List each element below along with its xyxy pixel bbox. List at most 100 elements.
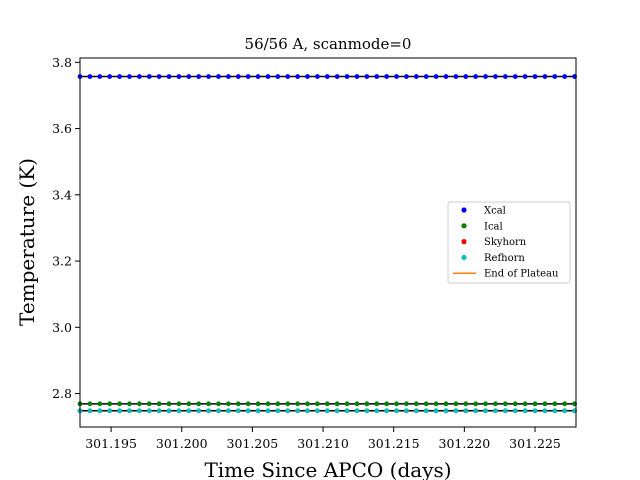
data-point <box>97 401 103 407</box>
x-tick-label: 301.195 <box>85 436 137 451</box>
legend-label: Xcal <box>484 206 506 217</box>
data-point <box>235 408 241 414</box>
data-point <box>404 408 409 414</box>
data-point <box>473 408 479 414</box>
data-point <box>97 74 103 79</box>
data-point <box>502 74 508 79</box>
data-point <box>532 74 538 79</box>
data-point <box>136 74 142 79</box>
data-point <box>463 401 469 407</box>
data-point <box>166 74 172 79</box>
data-point <box>493 401 498 407</box>
data-point <box>196 408 202 414</box>
data-point <box>413 401 419 407</box>
data-point <box>255 408 261 414</box>
legend-marker <box>461 223 467 229</box>
data-point <box>235 74 241 79</box>
data-point <box>295 401 301 407</box>
data-point <box>127 74 132 79</box>
data-point <box>493 408 498 414</box>
data-point <box>146 408 152 414</box>
data-point <box>473 401 479 407</box>
data-point <box>156 74 162 79</box>
data-point <box>334 401 340 407</box>
data-point <box>364 408 370 414</box>
data-point <box>532 401 538 407</box>
data-point <box>443 408 449 414</box>
data-point <box>295 74 301 79</box>
data-point <box>443 401 449 407</box>
data-point <box>512 408 518 414</box>
legend-item: Xcal <box>461 206 506 217</box>
data-point <box>562 408 568 414</box>
data-point <box>156 401 162 407</box>
data-point <box>522 74 528 79</box>
data-point <box>156 408 162 414</box>
data-point <box>196 74 202 79</box>
data-point <box>532 408 538 414</box>
chart-title: 56/56 A, scanmode=0 <box>245 35 412 53</box>
legend-item: End of Plateau <box>453 269 559 280</box>
legend-label: Skyhorn <box>484 237 527 248</box>
data-point <box>206 401 211 407</box>
data-point <box>275 408 281 414</box>
data-point <box>225 401 231 407</box>
data-point <box>97 408 103 414</box>
data-point <box>522 408 528 414</box>
data-point <box>245 74 251 79</box>
data-point <box>324 408 330 414</box>
data-point <box>245 401 251 407</box>
x-axis-label: Time Since APCO (days) <box>204 458 451 480</box>
data-point <box>483 408 488 414</box>
data-point <box>107 408 113 414</box>
data-point <box>216 401 221 407</box>
legend-item: Refhorn <box>461 253 525 264</box>
data-point <box>562 401 568 407</box>
data-point <box>413 74 419 79</box>
data-point <box>87 74 93 79</box>
data-point <box>107 74 113 79</box>
data-point <box>344 408 350 414</box>
data-point <box>453 74 459 79</box>
data-point <box>364 401 370 407</box>
data-point <box>374 408 380 414</box>
data-point <box>166 408 172 414</box>
data-point <box>275 74 281 79</box>
data-point <box>315 74 320 79</box>
legend-item: Skyhorn <box>461 237 527 248</box>
legend-marker <box>461 254 467 260</box>
y-tick-label: 3.2 <box>52 254 72 269</box>
data-point <box>423 408 429 414</box>
data-point <box>225 74 231 79</box>
data-point <box>374 74 380 79</box>
data-point <box>265 408 271 414</box>
data-point <box>186 74 192 79</box>
data-point <box>552 74 558 79</box>
data-point <box>542 408 548 414</box>
data-point <box>562 74 568 79</box>
data-point <box>394 401 399 407</box>
data-point <box>315 408 320 414</box>
data-point <box>413 408 419 414</box>
data-point <box>127 401 132 407</box>
x-tick-label: 301.210 <box>297 436 349 451</box>
data-point <box>176 401 182 407</box>
data-point <box>206 74 211 79</box>
data-point <box>552 401 558 407</box>
y-tick-label: 2.8 <box>52 386 72 401</box>
data-point <box>186 401 192 407</box>
data-point <box>235 401 241 407</box>
data-point <box>512 401 518 407</box>
data-point <box>344 74 350 79</box>
series-xcal <box>77 74 577 79</box>
legend-item: Ical <box>461 221 503 232</box>
data-point <box>423 401 429 407</box>
data-point <box>354 74 360 79</box>
data-point <box>552 408 558 414</box>
data-point <box>117 74 122 79</box>
data-point <box>305 74 310 79</box>
legend-marker <box>461 207 467 213</box>
legend-label: Refhorn <box>484 253 525 264</box>
data-point <box>136 401 142 407</box>
